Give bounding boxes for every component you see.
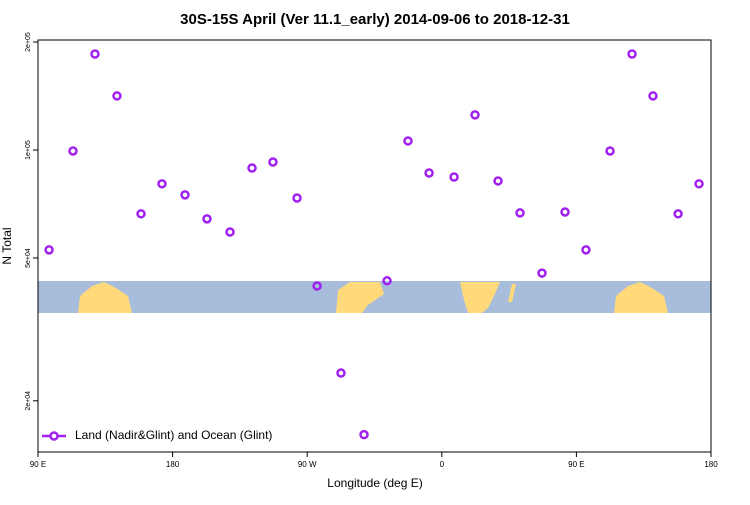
y-tick-label: 2e+05 [25,32,32,52]
x-tick-label: 180 [166,460,180,469]
x-tick-label: 0 [440,460,445,469]
legend-marker [49,431,59,441]
data-point [605,146,615,156]
x-tick-label: 180 [704,460,718,469]
y-tick-label: 2e+04 [25,391,32,411]
data-point [694,179,704,189]
data-point [268,157,278,167]
data-point [673,209,683,219]
data-point [112,91,122,101]
data-point [581,245,591,255]
x-axis-label: Longitude (deg E) [327,476,422,490]
data-point [292,193,302,203]
y-tick-label: 5e+04 [25,248,32,268]
data-point [180,190,190,200]
data-point [537,268,547,278]
data-point [627,49,637,59]
data-point [515,208,525,218]
x-tick-label: 90 E [30,460,46,469]
data-point [312,281,322,291]
data-point [424,168,434,178]
y-axis-label: N Total [0,227,14,264]
data-point [44,245,54,255]
data-point [136,209,146,219]
data-point [560,207,570,217]
x-tick-label: 90 W [298,460,317,469]
data-point [90,49,100,59]
data-point [157,179,167,189]
data-point [68,146,78,156]
y-tick-label: 1e+05 [25,140,32,160]
data-point [449,172,459,182]
data-point [648,91,658,101]
data-point [403,136,413,146]
x-tick-label: 90 E [568,460,584,469]
data-point [359,429,369,440]
data-point [202,214,212,224]
legend-label: Land (Nadir&Glint) and Ocean (Glint) [75,428,272,442]
data-point [247,163,257,173]
data-point [493,176,503,186]
map-strip [38,281,711,313]
data-point [382,276,392,286]
chart-title: 30S-15S April (Ver 11.1_early) 2014-09-0… [180,11,570,28]
data-point [470,110,480,120]
data-point [225,227,235,237]
plot-frame [37,39,712,453]
data-point [336,368,346,378]
